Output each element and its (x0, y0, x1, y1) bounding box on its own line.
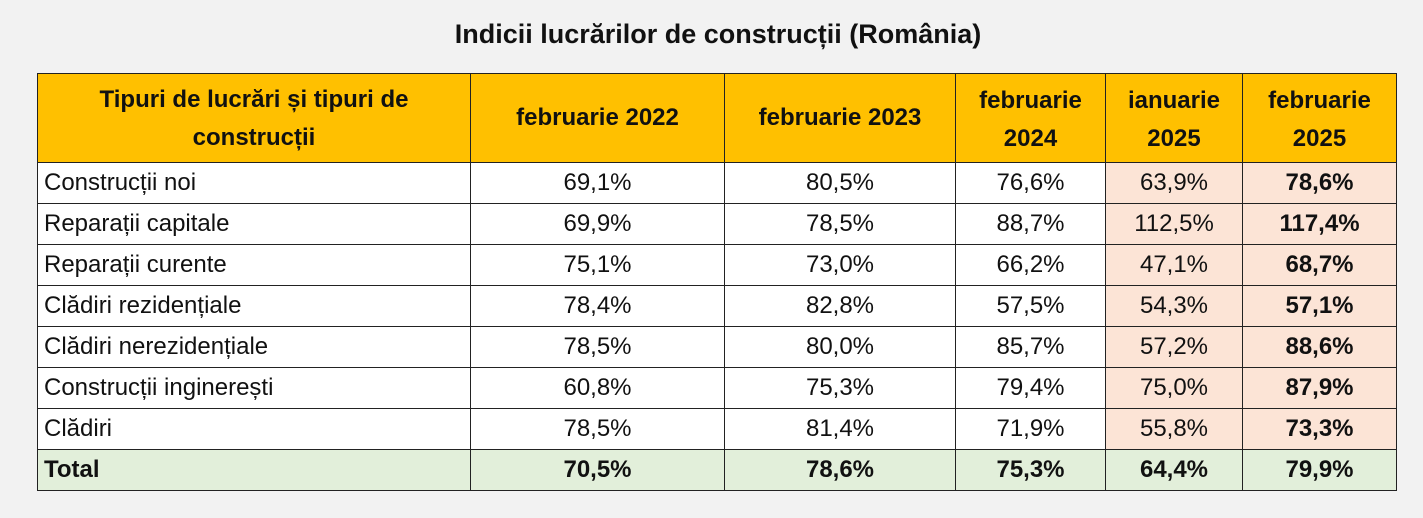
cell-value: 75,3% (724, 367, 956, 409)
cell-value: 57,5% (955, 285, 1106, 327)
row-label: Clădiri (37, 408, 471, 450)
table-header-row: Tipuri de lucrări și tipuri de construcț… (37, 73, 1397, 163)
construction-index-table: Tipuri de lucrări și tipuri de construcț… (37, 73, 1397, 491)
cell-value: 78,5% (724, 203, 956, 245)
total-label: Total (37, 449, 471, 491)
column-header-jan-2025: ianuarie 2025 (1105, 73, 1243, 163)
table-row: Reparații capitale 69,9% 78,5% 88,7% 112… (37, 203, 1397, 245)
table-row: Clădiri rezidențiale 78,4% 82,8% 57,5% 5… (37, 285, 1397, 327)
column-header-type: Tipuri de lucrări și tipuri de construcț… (37, 73, 471, 163)
table-row: Construcții noi 69,1% 80,5% 76,6% 63,9% … (37, 162, 1397, 204)
total-value: 70,5% (470, 449, 725, 491)
cell-value: 81,4% (724, 408, 956, 450)
row-label: Clădiri nerezidențiale (37, 326, 471, 368)
row-label: Clădiri rezidențiale (37, 285, 471, 327)
cell-value: 87,9% (1242, 367, 1397, 409)
cell-value: 82,8% (724, 285, 956, 327)
table-row: Clădiri nerezidențiale 78,5% 80,0% 85,7%… (37, 326, 1397, 368)
cell-value: 80,5% (724, 162, 956, 204)
cell-value: 47,1% (1105, 244, 1243, 286)
cell-value: 75,0% (1105, 367, 1243, 409)
row-label: Reparații curente (37, 244, 471, 286)
cell-value: 112,5% (1105, 203, 1243, 245)
column-header-feb-2023: februarie 2023 (724, 73, 956, 163)
cell-value: 73,0% (724, 244, 956, 286)
total-value: 78,6% (724, 449, 956, 491)
table-row: Construcții inginerești 60,8% 75,3% 79,4… (37, 367, 1397, 409)
cell-value: 78,5% (470, 326, 725, 368)
column-header-feb-2024: februarie 2024 (955, 73, 1106, 163)
cell-value: 75,1% (470, 244, 725, 286)
cell-value: 117,4% (1242, 203, 1397, 245)
cell-value: 60,8% (470, 367, 725, 409)
row-label: Construcții noi (37, 162, 471, 204)
row-label: Construcții inginerești (37, 367, 471, 409)
column-header-feb-2025: februarie 2025 (1242, 73, 1397, 163)
total-row: Total 70,5% 78,6% 75,3% 64,4% 79,9% (37, 449, 1397, 491)
cell-value: 57,2% (1105, 326, 1243, 368)
cell-value: 57,1% (1242, 285, 1397, 327)
cell-value: 63,9% (1105, 162, 1243, 204)
cell-value: 88,7% (955, 203, 1106, 245)
cell-value: 78,5% (470, 408, 725, 450)
cell-value: 69,9% (470, 203, 725, 245)
total-value: 75,3% (955, 449, 1106, 491)
row-label: Reparații capitale (37, 203, 471, 245)
cell-value: 76,6% (955, 162, 1106, 204)
cell-value: 80,0% (724, 326, 956, 368)
cell-value: 85,7% (955, 326, 1106, 368)
cell-value: 73,3% (1242, 408, 1397, 450)
cell-value: 88,6% (1242, 326, 1397, 368)
cell-value: 71,9% (955, 408, 1106, 450)
cell-value: 78,6% (1242, 162, 1397, 204)
cell-value: 68,7% (1242, 244, 1397, 286)
total-value: 79,9% (1242, 449, 1397, 491)
cell-value: 55,8% (1105, 408, 1243, 450)
table-row: Clădiri 78,5% 81,4% 71,9% 55,8% 73,3% (37, 408, 1397, 450)
cell-value: 78,4% (470, 285, 725, 327)
page-title: Indicii lucrărilor de construcții (Român… (454, 19, 982, 49)
column-header-feb-2022: februarie 2022 (470, 73, 725, 163)
table-row: Reparații curente 75,1% 73,0% 66,2% 47,1… (37, 244, 1397, 286)
cell-value: 69,1% (470, 162, 725, 204)
cell-value: 66,2% (955, 244, 1106, 286)
cell-value: 54,3% (1105, 285, 1243, 327)
total-value: 64,4% (1105, 449, 1243, 491)
cell-value: 79,4% (955, 367, 1106, 409)
